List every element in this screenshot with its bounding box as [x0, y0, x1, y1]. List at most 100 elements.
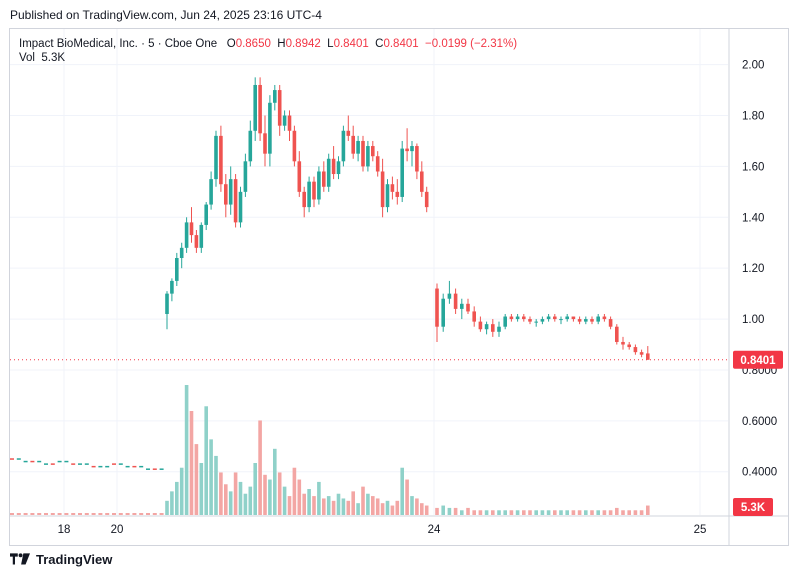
volume-bar[interactable] — [509, 510, 514, 515]
candle-body[interactable] — [515, 316, 520, 320]
volume-bar[interactable] — [194, 444, 199, 515]
candle-body[interactable] — [546, 316, 551, 320]
volume-bar[interactable] — [546, 510, 551, 515]
volume-bar[interactable] — [503, 510, 507, 515]
candle-body[interactable] — [268, 102, 272, 154]
candle-body[interactable] — [400, 148, 404, 197]
candle-body[interactable] — [346, 130, 351, 136]
volume-bar[interactable] — [91, 513, 96, 515]
candle-body[interactable] — [621, 341, 625, 345]
candle-body[interactable] — [199, 224, 204, 248]
candle-body[interactable] — [509, 316, 514, 320]
volume-bar[interactable] — [268, 479, 272, 515]
candle-body[interactable] — [602, 316, 607, 320]
candle-body[interactable] — [633, 347, 638, 353]
volume-bar[interactable] — [380, 503, 385, 515]
volume-bar[interactable] — [23, 513, 28, 515]
volume-bar[interactable] — [390, 505, 395, 515]
volume-bar[interactable] — [331, 500, 336, 515]
volume-bar[interactable] — [646, 505, 650, 515]
volume-bar[interactable] — [139, 513, 144, 515]
volume-bar[interactable] — [71, 513, 76, 515]
volume-bar[interactable] — [424, 505, 429, 515]
volume-bar[interactable] — [460, 510, 464, 515]
candle-body[interactable] — [424, 191, 429, 208]
volume-bar[interactable] — [165, 500, 169, 515]
volume-bar[interactable] — [146, 513, 150, 515]
volume-bar[interactable] — [577, 510, 582, 515]
candle-body[interactable] — [312, 181, 316, 200]
volume-bar[interactable] — [534, 510, 538, 515]
volume-bar[interactable] — [346, 500, 351, 515]
volume-bar[interactable] — [522, 510, 526, 515]
volume-bar[interactable] — [366, 493, 370, 515]
volume-bar[interactable] — [204, 406, 208, 515]
volume-bar[interactable] — [282, 486, 287, 515]
volume-bar[interactable] — [627, 510, 631, 515]
volume-bar[interactable] — [497, 510, 501, 515]
candle-body[interactable] — [317, 171, 321, 200]
volume-bar[interactable] — [540, 510, 545, 515]
volume-bar[interactable] — [243, 493, 248, 515]
volume-bar[interactable] — [312, 496, 316, 515]
candle-body[interactable] — [639, 352, 644, 355]
volume-bar[interactable] — [152, 513, 157, 515]
volume-bar[interactable] — [317, 481, 321, 515]
volume-bar[interactable] — [10, 513, 14, 515]
volume-bar[interactable] — [596, 510, 600, 515]
candle-body[interactable] — [341, 130, 346, 162]
candle-body[interactable] — [420, 171, 424, 192]
candle-body[interactable] — [248, 130, 253, 162]
volume-bar[interactable] — [44, 513, 48, 515]
volume-bar[interactable] — [98, 513, 103, 515]
candle-body[interactable] — [214, 135, 218, 180]
volume-bar[interactable] — [336, 493, 341, 515]
volume-bar[interactable] — [224, 484, 228, 515]
candle-body[interactable] — [297, 161, 302, 192]
volume-bar[interactable] — [219, 472, 223, 515]
candle-body[interactable] — [615, 326, 619, 342]
volume-bar[interactable] — [602, 510, 607, 515]
candle-body[interactable] — [243, 161, 248, 192]
volume-bar[interactable] — [118, 513, 123, 515]
volume-bar[interactable] — [189, 411, 194, 515]
candle-body[interactable] — [302, 191, 306, 208]
candle-body[interactable] — [577, 319, 582, 322]
volume-bar[interactable] — [132, 513, 137, 515]
volume-bar[interactable] — [258, 420, 262, 515]
volume-bar[interactable] — [228, 491, 233, 515]
volume-bar[interactable] — [112, 513, 116, 515]
volume-bar[interactable] — [277, 472, 282, 515]
candle-body[interactable] — [596, 316, 600, 322]
volume-bar[interactable] — [615, 507, 619, 515]
volume-bar[interactable] — [159, 513, 164, 515]
candle-body[interactable] — [478, 321, 483, 330]
candle-body[interactable] — [627, 344, 631, 348]
volume-bar[interactable] — [64, 513, 69, 515]
volume-bar[interactable] — [209, 439, 213, 515]
volume-bar[interactable] — [287, 496, 292, 515]
candle-body[interactable] — [441, 298, 445, 327]
candle-body[interactable] — [351, 135, 355, 154]
volume-bar[interactable] — [466, 507, 470, 515]
candle-body[interactable] — [435, 288, 439, 327]
volume-bar[interactable] — [415, 498, 419, 515]
volume-bar[interactable] — [263, 474, 267, 515]
candle-body[interactable] — [466, 303, 470, 312]
candle-body[interactable] — [273, 90, 277, 103]
volume-bar[interactable] — [435, 507, 439, 515]
footer-brand[interactable]: TradingView — [10, 552, 112, 567]
candle-body[interactable] — [503, 316, 507, 327]
volume-bar[interactable] — [175, 481, 179, 515]
candle-body[interactable] — [540, 319, 545, 322]
volume-bar[interactable] — [447, 507, 452, 515]
volume-bar[interactable] — [326, 496, 331, 515]
candle-body[interactable] — [497, 326, 501, 332]
volume-bar[interactable] — [472, 510, 476, 515]
candle-body[interactable] — [336, 161, 341, 175]
candle-body[interactable] — [453, 293, 458, 309]
candle-body[interactable] — [584, 319, 588, 322]
volume-bar[interactable] — [233, 472, 238, 515]
volume-bar[interactable] — [50, 513, 55, 515]
